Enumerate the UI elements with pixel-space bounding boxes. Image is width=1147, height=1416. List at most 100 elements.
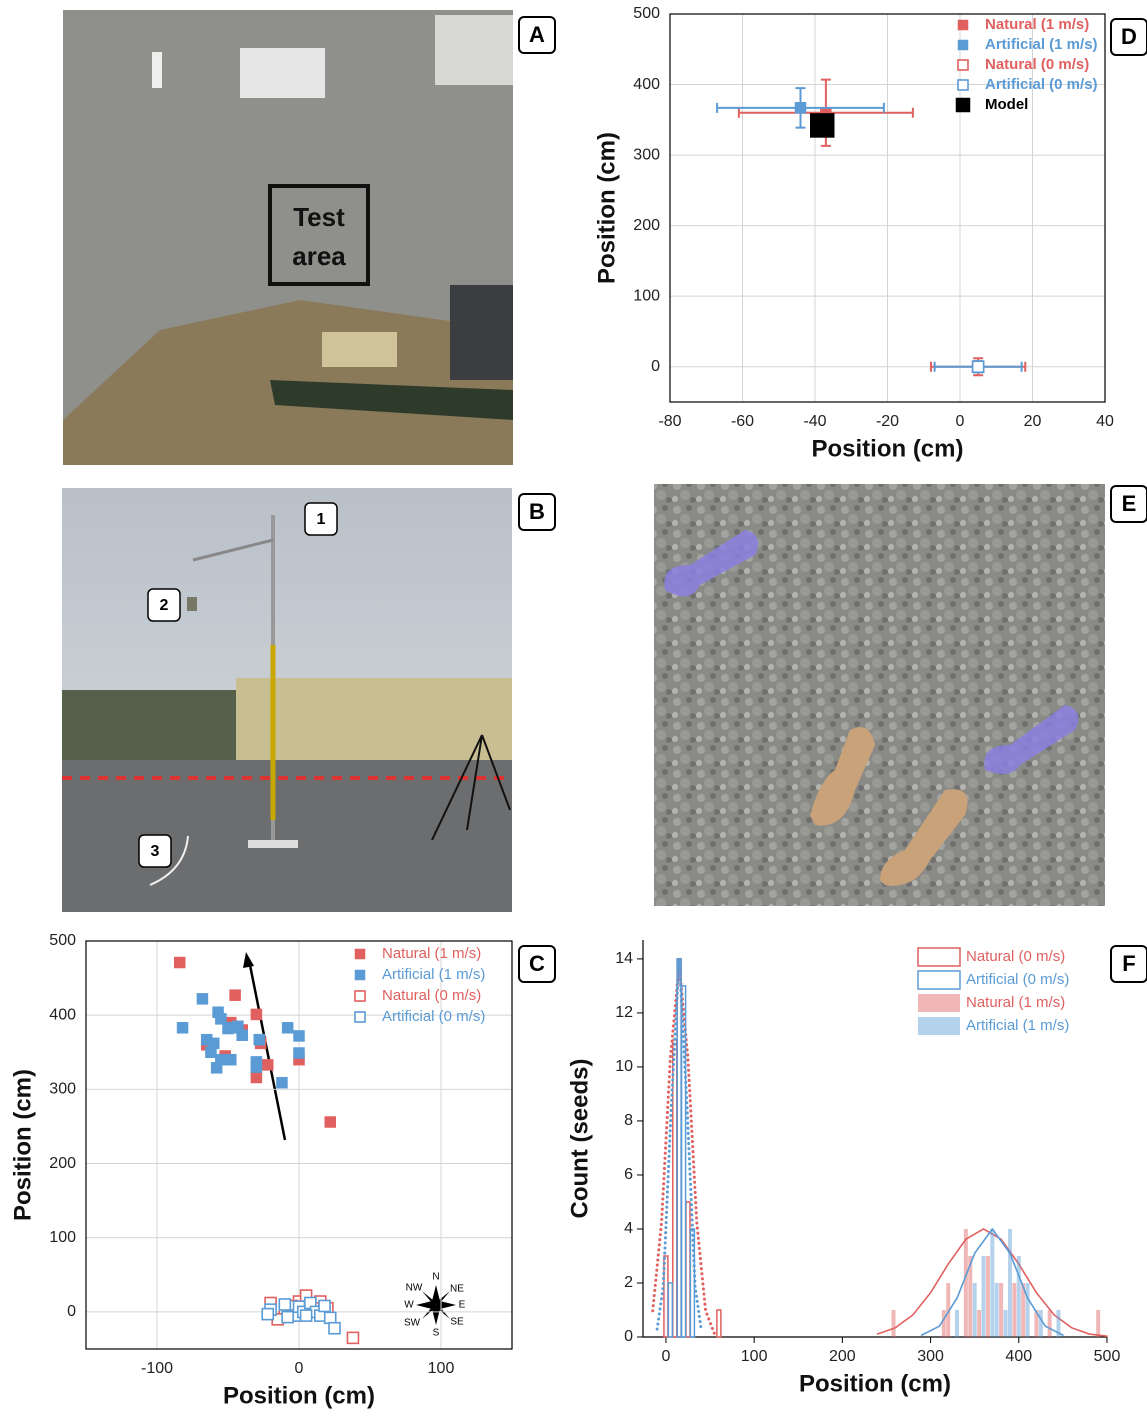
y-tick-label: 0 xyxy=(67,1303,76,1320)
marker xyxy=(294,1030,305,1041)
bar xyxy=(990,1229,994,1337)
bar xyxy=(1017,1256,1021,1337)
bar xyxy=(973,1283,977,1337)
y-tick-label: 400 xyxy=(49,1006,76,1023)
x-tick-label: 300 xyxy=(917,1348,944,1365)
legend-swatch xyxy=(355,991,365,1001)
bar xyxy=(942,1310,946,1337)
x-tick-label: -80 xyxy=(658,413,681,430)
marker xyxy=(810,113,834,137)
x-tick-label: -20 xyxy=(876,413,899,430)
marker xyxy=(251,1062,262,1073)
marker xyxy=(174,957,185,968)
annotation: Test xyxy=(293,202,345,232)
y-tick-label: 10 xyxy=(615,1058,633,1075)
marker xyxy=(251,1009,262,1020)
x-tick-label: 100 xyxy=(428,1360,455,1377)
fit-curve xyxy=(653,964,715,1333)
legend-swatch xyxy=(918,971,960,989)
bar xyxy=(995,1283,999,1337)
bar xyxy=(1026,1283,1030,1337)
legend-swatch xyxy=(918,994,960,1012)
x-tick-label: 400 xyxy=(1005,1348,1032,1365)
legend-label: Natural (1 m/s) xyxy=(382,945,481,962)
photo-e xyxy=(654,484,1105,906)
bar xyxy=(686,1202,690,1337)
bar xyxy=(717,1310,721,1337)
marker xyxy=(325,1312,336,1323)
bar xyxy=(677,959,681,1337)
x-axis-title: Position (cm) xyxy=(811,435,963,462)
compass-label: N xyxy=(432,1272,439,1283)
marker xyxy=(251,1072,262,1083)
y-tick-label: 12 xyxy=(615,1004,633,1021)
figure: Test area A 1 2 3 B xyxy=(0,0,1147,1411)
marker xyxy=(301,1310,312,1321)
y-tick-label: 14 xyxy=(615,950,633,967)
panel-letter: E xyxy=(1122,491,1137,516)
legend-swatch xyxy=(958,40,968,50)
bar xyxy=(1008,1229,1012,1337)
y-axis-title: Count (seeds) xyxy=(566,1058,593,1218)
marker xyxy=(197,993,208,1004)
y-tick-label: 500 xyxy=(633,5,660,22)
marker xyxy=(329,1323,340,1334)
legend-label: Artificial (1 m/s) xyxy=(382,966,485,983)
bar xyxy=(668,1283,672,1337)
y-tick-label: 0 xyxy=(651,358,660,375)
marker xyxy=(973,361,984,372)
compass-label: NW xyxy=(406,1283,423,1294)
bar xyxy=(955,1310,959,1337)
y-tick-label: 100 xyxy=(49,1229,76,1246)
bar xyxy=(986,1256,990,1337)
marker xyxy=(319,1300,330,1311)
y-tick-label: 400 xyxy=(633,76,660,93)
x-axis-title: Position (cm) xyxy=(799,1370,951,1397)
x-tick-label: -40 xyxy=(803,413,826,430)
x-tick-label: 100 xyxy=(741,1348,768,1365)
marker xyxy=(237,1030,248,1041)
legend-label: Artificial (1 m/s) xyxy=(966,1017,1069,1034)
x-axis-title: Position (cm) xyxy=(223,1382,375,1409)
marker xyxy=(795,102,806,113)
legend-swatch xyxy=(355,949,365,959)
legend-swatch xyxy=(918,948,960,966)
y-tick-label: 2 xyxy=(624,1274,633,1291)
y-tick-label: 200 xyxy=(633,217,660,234)
marker xyxy=(211,1062,222,1073)
legend-label: Natural (0 m/s) xyxy=(382,987,481,1004)
panel-letter: B xyxy=(529,499,545,524)
marker xyxy=(230,990,241,1001)
panel-letter: A xyxy=(529,22,545,47)
compass-label: E xyxy=(459,1300,466,1311)
marker xyxy=(201,1034,212,1045)
y-tick-label: 500 xyxy=(49,932,76,949)
y-tick-label: 300 xyxy=(49,1081,76,1098)
x-tick-label: 0 xyxy=(956,413,965,430)
compass: N NE E SE S SW W NW xyxy=(404,1272,466,1339)
compass-label: SW xyxy=(404,1318,421,1329)
x-tick-label: 0 xyxy=(661,1348,670,1365)
x-tick-label: 0 xyxy=(295,1360,304,1377)
y-tick-label: 4 xyxy=(624,1220,633,1237)
panel-letter: D xyxy=(1121,24,1137,49)
panel-letter: F xyxy=(1122,951,1135,976)
y-tick-label: 100 xyxy=(633,287,660,304)
bar xyxy=(982,1256,986,1337)
chart-scatter: -10001000100200300400500Position (cm)Pos… xyxy=(9,932,555,1409)
panel-label: B xyxy=(519,494,555,530)
y-axis-title: Position (cm) xyxy=(9,1069,36,1221)
x-tick-label: 200 xyxy=(829,1348,856,1365)
bar xyxy=(682,986,686,1337)
marker xyxy=(215,1013,226,1024)
panel-letter: C xyxy=(529,951,545,976)
marker xyxy=(262,1059,273,1070)
legend-swatch xyxy=(355,1012,365,1022)
legend-swatch xyxy=(958,20,968,30)
marker xyxy=(347,1332,358,1343)
marker xyxy=(276,1077,287,1088)
legend-label: Model xyxy=(985,96,1028,113)
marker xyxy=(279,1299,290,1310)
